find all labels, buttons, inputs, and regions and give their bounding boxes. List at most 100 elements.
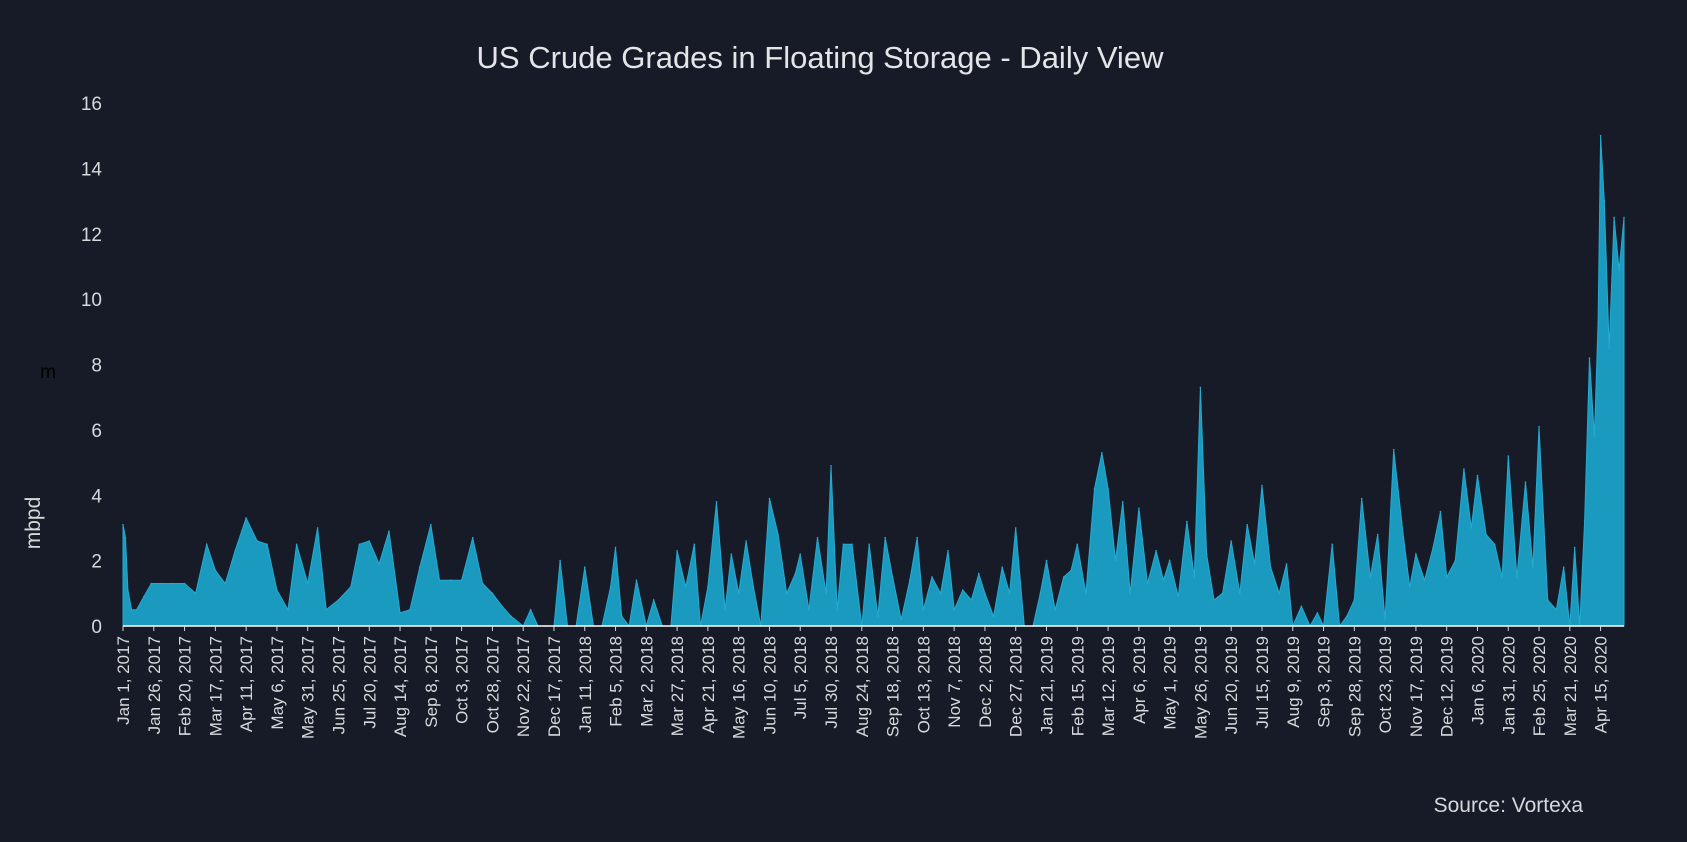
data-point bbox=[438, 579, 441, 581]
y-tick-label: 8 bbox=[91, 356, 102, 377]
data-point bbox=[1493, 543, 1496, 546]
data-point bbox=[1162, 579, 1165, 581]
data-point bbox=[1062, 576, 1065, 578]
x-tick-label: May 26, 2019 bbox=[1191, 636, 1210, 739]
data-point bbox=[745, 540, 747, 542]
data-point bbox=[325, 608, 328, 611]
data-point bbox=[287, 608, 289, 611]
x-tick-label: Jan 31, 2020 bbox=[1499, 636, 1518, 734]
x-tick-label: Feb 25, 2020 bbox=[1530, 636, 1549, 736]
data-point bbox=[1360, 497, 1363, 500]
data-point bbox=[1555, 608, 1558, 611]
data-point bbox=[1146, 582, 1149, 585]
y-tick-label: 12 bbox=[81, 225, 102, 246]
x-tick-label: Aug 9, 2019 bbox=[1284, 636, 1303, 728]
data-point bbox=[1423, 579, 1426, 581]
data-point bbox=[900, 618, 902, 621]
data-point bbox=[276, 589, 278, 591]
data-point bbox=[1039, 592, 1042, 595]
data-point bbox=[388, 530, 390, 532]
data-point bbox=[1246, 523, 1248, 526]
data-point bbox=[1376, 533, 1379, 536]
data-point bbox=[785, 592, 788, 595]
x-tick-label: Mar 17, 2017 bbox=[206, 636, 225, 736]
data-point bbox=[194, 592, 197, 595]
data-point bbox=[358, 543, 361, 546]
y-tick-label: 2 bbox=[91, 552, 102, 573]
data-point bbox=[1562, 566, 1565, 568]
data-point bbox=[1401, 527, 1404, 529]
data-point bbox=[768, 497, 771, 500]
data-point bbox=[584, 566, 586, 568]
data-point bbox=[1300, 605, 1303, 608]
data-point bbox=[1186, 520, 1188, 523]
data-point bbox=[1593, 435, 1596, 438]
area-series bbox=[122, 135, 1625, 628]
x-tick-label: Apr 11, 2017 bbox=[237, 636, 256, 732]
data-point bbox=[794, 572, 797, 575]
data-point bbox=[1278, 592, 1280, 595]
data-point bbox=[1129, 592, 1131, 595]
data-point bbox=[1213, 599, 1215, 601]
data-point bbox=[266, 543, 268, 546]
data-point bbox=[1107, 487, 1109, 490]
data-point bbox=[1093, 487, 1096, 490]
x-tick-label: May 1, 2019 bbox=[1161, 636, 1180, 730]
data-point bbox=[730, 553, 733, 555]
data-point bbox=[501, 605, 504, 608]
data-point bbox=[481, 582, 484, 585]
data-point bbox=[1122, 501, 1124, 503]
x-tick-label: Sep 18, 2018 bbox=[884, 636, 903, 737]
x-tick-label: Jul 5, 2018 bbox=[791, 636, 810, 719]
data-point bbox=[1199, 386, 1202, 389]
data-point bbox=[256, 540, 259, 542]
y-axis-label: mbpd bbox=[22, 497, 45, 550]
data-point bbox=[1485, 533, 1487, 536]
data-point bbox=[1470, 527, 1473, 529]
data-point bbox=[368, 540, 371, 542]
x-tick-label: Feb 20, 2017 bbox=[176, 636, 195, 736]
x-tick-label: Jan 21, 2019 bbox=[1038, 636, 1057, 734]
data-point bbox=[1261, 484, 1263, 487]
data-point bbox=[1588, 357, 1591, 359]
data-point bbox=[449, 579, 452, 581]
y-axis-ticks: 0 2 4 6 8 10 12 14 16 bbox=[81, 94, 103, 638]
y-tick-label: 6 bbox=[91, 421, 102, 442]
data-point bbox=[378, 563, 380, 565]
data-point bbox=[842, 543, 845, 546]
x-tick-label: Oct 3, 2017 bbox=[453, 636, 472, 724]
data-point bbox=[1532, 566, 1534, 568]
y-tick-label: 4 bbox=[91, 486, 102, 507]
x-tick-label: Nov 7, 2018 bbox=[945, 636, 964, 728]
data-point bbox=[1014, 527, 1017, 529]
x-tick-label: Jan 26, 2017 bbox=[145, 636, 164, 734]
data-point bbox=[953, 608, 955, 611]
data-point bbox=[1045, 559, 1048, 562]
data-point bbox=[183, 582, 186, 585]
data-point bbox=[1432, 546, 1434, 549]
data-point bbox=[150, 582, 153, 585]
data-point bbox=[1353, 599, 1356, 601]
data-point bbox=[884, 536, 886, 539]
data-point bbox=[614, 546, 617, 549]
source-label: Source: Vortexa bbox=[1434, 794, 1584, 817]
y-tick-label: 0 bbox=[91, 617, 102, 638]
data-point bbox=[1516, 576, 1518, 578]
data-point bbox=[350, 586, 352, 588]
data-point bbox=[715, 501, 718, 503]
data-point bbox=[1507, 455, 1510, 457]
data-point bbox=[877, 615, 879, 617]
data-point bbox=[947, 550, 949, 552]
data-point bbox=[471, 536, 474, 539]
x-tick-label: Oct 23, 2019 bbox=[1376, 636, 1395, 733]
x-tick-label: Jan 6, 2020 bbox=[1469, 636, 1488, 725]
data-point bbox=[337, 599, 340, 601]
data-point bbox=[978, 572, 980, 575]
data-point bbox=[1623, 216, 1625, 219]
data-point bbox=[939, 592, 942, 595]
data-point bbox=[1346, 615, 1348, 617]
data-point bbox=[1597, 321, 1599, 323]
data-point bbox=[1392, 448, 1395, 451]
data-point bbox=[1476, 474, 1479, 477]
x-tick-label: Feb 5, 2018 bbox=[607, 636, 626, 727]
